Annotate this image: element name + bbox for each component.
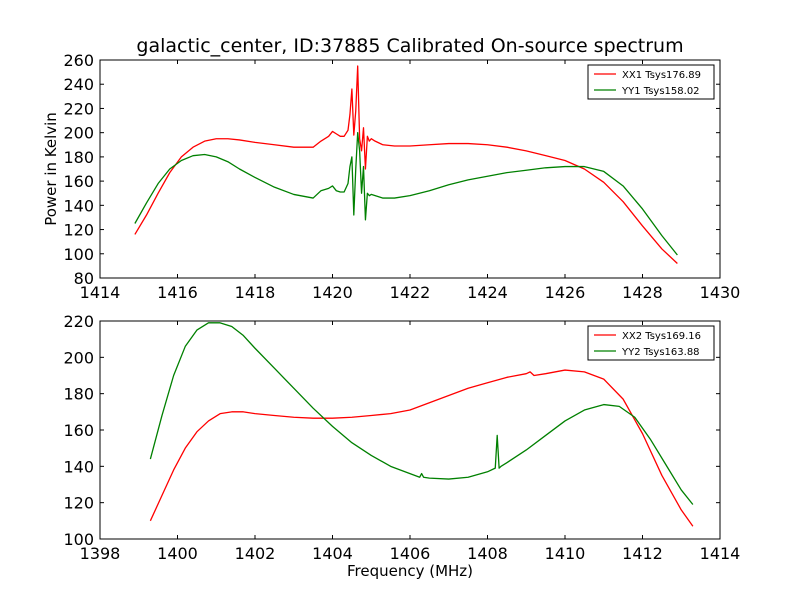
y-tick-label: 180 — [63, 385, 94, 404]
x-tick-label: 1422 — [390, 283, 431, 302]
chart-panel-2: 1398 1400 1402 1404 1406 1408 1410 1412 1414 100 1… — [63, 312, 740, 580]
chart-title: galactic_center, ID:37885 Calibrated On-… — [136, 35, 683, 57]
y-tick-label: 140 — [63, 457, 94, 476]
y-tick-label: 80 — [74, 269, 94, 288]
chart-panel-1: 1414 1416 1418 1420 1422 1424 1426 1428 1430 80 10… — [42, 35, 740, 302]
x-tick-label: 1420 — [312, 283, 353, 302]
legend-box — [587, 325, 715, 361]
legend: XX1 Tsys176.89 YY1 Tsys158.02 — [587, 64, 715, 100]
x-tick-label: 1428 — [622, 283, 663, 302]
y-tick-label: 140 — [63, 196, 94, 215]
series-line-xx1 — [134, 65, 678, 264]
legend: XX2 Tsys169.16 YY2 Tsys163.88 — [587, 325, 715, 361]
x-tick-label: 1400 — [157, 544, 198, 563]
legend-label: XX1 Tsys176.89 — [622, 70, 701, 81]
x-tick-label: 1426 — [545, 283, 586, 302]
y-tick-label: 160 — [63, 421, 94, 440]
y-tick-label: 160 — [63, 172, 94, 191]
x-tick-label: 1408 — [467, 544, 508, 563]
y-tick-label: 260 — [63, 51, 94, 70]
series-line-xx2 — [149, 369, 694, 527]
legend-label: XX2 Tsys169.16 — [622, 331, 701, 342]
x-tick-label: 1416 — [157, 283, 198, 302]
x-tick-label: 1414 — [80, 283, 121, 302]
y-tick-label: 220 — [63, 312, 94, 331]
x-tick-label: 1404 — [312, 544, 353, 563]
panels: 1414 1416 1418 1420 1422 1424 1426 1428 1430 80 10… — [42, 35, 740, 580]
y-tick-label: 180 — [63, 148, 94, 167]
y-tick-label: 220 — [63, 99, 94, 118]
legend-label: YY2 Tsys163.88 — [621, 347, 700, 358]
y-tick-label: 200 — [63, 124, 94, 143]
y-tick-label: 120 — [63, 494, 94, 513]
x-tick-label: 1402 — [235, 544, 276, 563]
x-tick-label: 1398 — [80, 544, 121, 563]
legend-box — [587, 64, 715, 100]
y-tick-label: 240 — [63, 75, 94, 94]
y-tick-label: 100 — [63, 245, 94, 264]
y-tick-label: 100 — [63, 530, 94, 549]
x-tick-label: 1412 — [622, 544, 663, 563]
x-tick-label: 1406 — [390, 544, 431, 563]
x-axis-label: Frequency (MHz) — [347, 562, 473, 580]
series-line-yy1 — [134, 132, 678, 256]
series-line-yy2 — [149, 322, 694, 505]
legend-label: YY1 Tsys158.02 — [621, 86, 700, 97]
x-tick-label: 1424 — [467, 283, 508, 302]
y-axis-label: Power in Kelvin — [42, 112, 60, 226]
x-tick-label: 1430 — [700, 283, 741, 302]
x-tick-label: 1418 — [235, 283, 276, 302]
y-tick-label: 120 — [63, 221, 94, 240]
x-tick-label: 1410 — [545, 544, 586, 563]
x-tick-label: 1414 — [700, 544, 741, 563]
y-tick-label: 200 — [63, 348, 94, 367]
